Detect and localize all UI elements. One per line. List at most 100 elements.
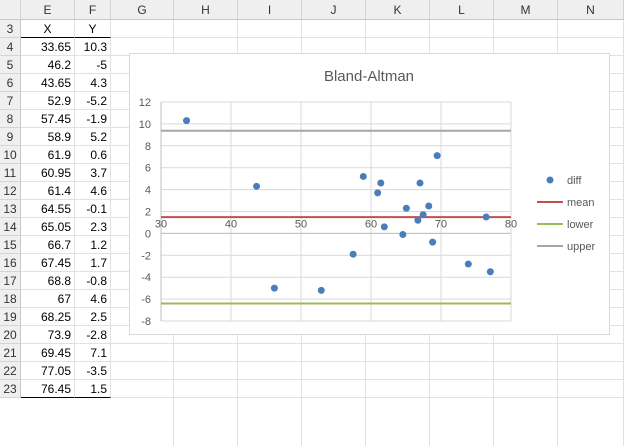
legend-label-mean: mean <box>567 197 595 209</box>
column-header-j[interactable]: J <box>302 0 366 20</box>
cell-x-value[interactable]: 61.4 <box>21 182 75 200</box>
chart-canvas: Bland-Altman 12 10 8 6 4 2 0 -2 -4 -6 -8 30 40 50 60 70 8… <box>139 68 596 328</box>
cell-y-value[interactable]: -5 <box>75 56 111 74</box>
header-cell-y[interactable]: Y <box>75 20 111 38</box>
row-header-17[interactable]: 17 <box>0 272 21 290</box>
chart-point <box>349 250 357 258</box>
cell-x-value[interactable]: 73.9 <box>21 326 75 344</box>
row-header-8[interactable]: 8 <box>0 110 21 128</box>
cell-x-value[interactable]: 57.45 <box>21 110 75 128</box>
row-header-5[interactable]: 5 <box>0 56 21 74</box>
cell-x-value[interactable]: 67.45 <box>21 254 75 272</box>
chart-point <box>377 179 385 187</box>
cell-x-value[interactable]: 76.45 <box>21 380 75 398</box>
chart-y-tick-label: -6 <box>141 294 151 306</box>
column-header-m[interactable]: M <box>494 0 558 20</box>
chart-point <box>414 216 422 224</box>
column-header-i[interactable]: I <box>238 0 302 20</box>
cell-y-value[interactable]: 4.6 <box>75 182 111 200</box>
column-header-l[interactable]: L <box>430 0 494 20</box>
column-header-g[interactable]: G <box>111 0 174 20</box>
row-header-3[interactable]: 3 <box>0 20 21 38</box>
row-header-4[interactable]: 4 <box>0 38 21 56</box>
cell-x-value[interactable]: 69.45 <box>21 344 75 362</box>
legend-label-diff: diff <box>567 175 582 187</box>
select-all-corner[interactable] <box>0 0 21 20</box>
chart-x-tick-label: 50 <box>295 218 307 230</box>
cell-y-value[interactable]: 4.3 <box>75 74 111 92</box>
row-header-18[interactable]: 18 <box>0 290 21 308</box>
chart-point <box>380 223 388 231</box>
row-header-19[interactable]: 19 <box>0 308 21 326</box>
column-header-h[interactable]: H <box>174 0 238 20</box>
cell-x-value[interactable]: 43.65 <box>21 74 75 92</box>
cell-x-value[interactable]: 68.8 <box>21 272 75 290</box>
row-header-6[interactable]: 6 <box>0 74 21 92</box>
column-header-e[interactable]: E <box>21 0 75 20</box>
cell-x-value[interactable]: 46.2 <box>21 56 75 74</box>
chart-x-tick-label: 70 <box>435 218 447 230</box>
bland-altman-chart[interactable]: Bland-Altman 12 10 8 6 4 2 0 -2 -4 -6 -8 30 40 50 60 70 8… <box>129 53 610 335</box>
row-header-11[interactable]: 11 <box>0 164 21 182</box>
cell-x-value[interactable]: 64.55 <box>21 200 75 218</box>
chart-y-tick-label: 12 <box>139 97 151 109</box>
column-header-k[interactable]: K <box>366 0 430 20</box>
cell-y-value[interactable]: 1.2 <box>75 236 111 254</box>
cell-y-value[interactable]: -0.1 <box>75 200 111 218</box>
row-header-20[interactable]: 20 <box>0 326 21 344</box>
cell-y-value[interactable]: 2.5 <box>75 308 111 326</box>
row-header-13[interactable]: 13 <box>0 200 21 218</box>
cell-y-value[interactable]: 1.7 <box>75 254 111 272</box>
chart-y-tick-label: 10 <box>139 119 151 131</box>
row-header-15[interactable]: 15 <box>0 236 21 254</box>
chart-point <box>433 152 441 160</box>
cell-y-value[interactable]: -0.8 <box>75 272 111 290</box>
cell-x-value[interactable]: 66.7 <box>21 236 75 254</box>
chart-point <box>374 189 382 197</box>
row-header-10[interactable]: 10 <box>0 146 21 164</box>
chart-point <box>429 238 437 246</box>
cell-y-value[interactable]: 5.2 <box>75 128 111 146</box>
cell-y-value[interactable]: 2.3 <box>75 218 111 236</box>
chart-y-tick-label: -2 <box>141 250 151 262</box>
row-header-16[interactable]: 16 <box>0 254 21 272</box>
cell-y-value[interactable]: 3.7 <box>75 164 111 182</box>
cell-y-value[interactable]: 7.1 <box>75 344 111 362</box>
chart-y-tick-label: -4 <box>141 272 151 284</box>
column-header-n[interactable]: N <box>558 0 624 20</box>
cell-y-value[interactable]: -3.5 <box>75 362 111 380</box>
chart-point <box>425 202 433 210</box>
row-header-23[interactable]: 23 <box>0 380 21 398</box>
cell-y-value[interactable]: 1.5 <box>75 380 111 398</box>
column-header-f[interactable]: F <box>75 0 111 20</box>
cell-y-value[interactable]: -5.2 <box>75 92 111 110</box>
row-header-22[interactable]: 22 <box>0 362 21 380</box>
cell-x-value[interactable]: 68.25 <box>21 308 75 326</box>
chart-y-tick-label: 0 <box>145 228 151 240</box>
cell-y-value[interactable]: 4.6 <box>75 290 111 308</box>
cell-y-value[interactable]: -1.9 <box>75 110 111 128</box>
header-cell-x[interactable]: X <box>21 20 75 38</box>
row-header-14[interactable]: 14 <box>0 218 21 236</box>
cell-y-value[interactable]: 0.6 <box>75 146 111 164</box>
legend-marker-diff <box>546 176 554 184</box>
row-header-12[interactable]: 12 <box>0 182 21 200</box>
cell-x-value[interactable]: 67 <box>21 290 75 308</box>
cell-x-value[interactable]: 65.05 <box>21 218 75 236</box>
chart-x-tick-label: 30 <box>155 218 167 230</box>
grid-line-horizontal <box>111 379 624 380</box>
legend-label-upper: upper <box>567 241 595 253</box>
row-header-21[interactable]: 21 <box>0 344 21 362</box>
cell-x-value[interactable]: 33.65 <box>21 38 75 56</box>
chart-point <box>402 204 410 212</box>
cell-y-value[interactable]: 10.3 <box>75 38 111 56</box>
chart-point <box>183 117 191 125</box>
cell-x-value[interactable]: 77.05 <box>21 362 75 380</box>
cell-y-value[interactable]: -2.8 <box>75 326 111 344</box>
cell-x-value[interactable]: 58.9 <box>21 128 75 146</box>
cell-x-value[interactable]: 61.9 <box>21 146 75 164</box>
row-header-9[interactable]: 9 <box>0 128 21 146</box>
row-header-7[interactable]: 7 <box>0 92 21 110</box>
cell-x-value[interactable]: 60.95 <box>21 164 75 182</box>
cell-x-value[interactable]: 52.9 <box>21 92 75 110</box>
